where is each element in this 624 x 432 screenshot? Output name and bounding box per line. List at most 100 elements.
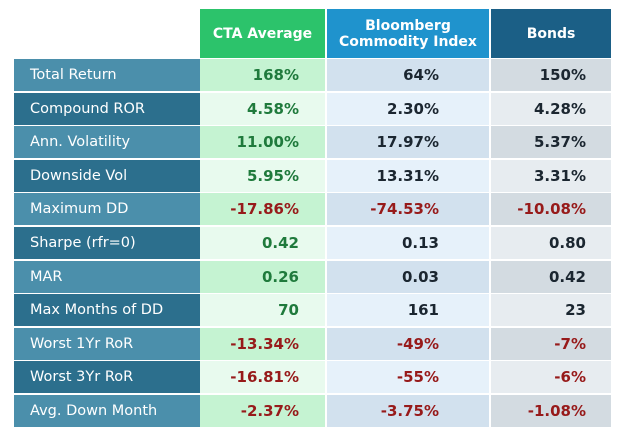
bonds-value-text: 3.31% — [533, 167, 586, 185]
bcom-value: 13.31% — [327, 160, 489, 192]
table-row: Avg. Down Month -2.37% -3.75% -1.08% — [14, 395, 611, 427]
header-bonds: Bonds — [491, 9, 611, 58]
cta-average-value-text: 11.00% — [236, 133, 299, 151]
bonds-value-text: -1.08% — [527, 402, 586, 420]
cta-average-value: 4.58% — [200, 93, 325, 125]
bcom-value: -49% — [327, 328, 489, 360]
bonds-value-text: -7% — [554, 335, 586, 353]
bcom-value: 2.30% — [327, 93, 489, 125]
bcom-value-text: -55% — [396, 368, 439, 386]
bcom-value: 17.97% — [327, 126, 489, 158]
bonds-value: 5.37% — [491, 126, 611, 158]
bonds-value-text: 5.37% — [533, 133, 586, 151]
bonds-value: 3.31% — [491, 160, 611, 192]
cta-average-value: 70 — [200, 294, 325, 326]
row-label: Compound ROR — [14, 93, 200, 125]
table-row: Max Months of DD 70 161 23 — [14, 294, 611, 326]
bonds-value: -7% — [491, 328, 611, 360]
table-row: Worst 1Yr RoR -13.34% -49% -7% — [14, 328, 611, 360]
bonds-value: 150% — [491, 59, 611, 91]
bcom-value-text: -74.53% — [370, 200, 439, 218]
table-row: Worst 3Yr RoR -16.81% -55% -6% — [14, 361, 611, 393]
cta-average-value: -17.86% — [200, 193, 325, 225]
bcom-value-text: 161 — [407, 301, 439, 319]
table-header: CTA Average Bloomberg Commodity Index Bo… — [0, 0, 624, 58]
row-label-text: Maximum DD — [30, 201, 129, 217]
row-label-text: MAR — [30, 269, 63, 285]
cta-average-value-text: -13.34% — [230, 335, 299, 353]
row-label-text: Max Months of DD — [30, 302, 164, 318]
cta-average-value-text: -16.81% — [230, 368, 299, 386]
cta-average-value-text: 4.58% — [246, 100, 299, 118]
bcom-value: 0.13 — [327, 227, 489, 259]
row-label: Sharpe (rfr=0) — [14, 227, 200, 259]
table-row: MAR 0.26 0.03 0.42 — [14, 261, 611, 293]
header-bloomberg-commodity-index: Bloomberg Commodity Index — [327, 9, 489, 58]
bcom-value-text: 17.97% — [376, 133, 439, 151]
bonds-value-text: -10.08% — [517, 200, 586, 218]
row-label: Total Return — [14, 59, 200, 91]
row-label: Ann. Volatility — [14, 126, 200, 158]
row-label-text: Ann. Volatility — [30, 134, 131, 150]
bcom-value: -55% — [327, 361, 489, 393]
bcom-value: 64% — [327, 59, 489, 91]
bonds-value: 23 — [491, 294, 611, 326]
bcom-value: -74.53% — [327, 193, 489, 225]
table-row: Maximum DD -17.86% -74.53% -10.08% — [14, 193, 611, 225]
cta-average-value-text: 0.26 — [261, 268, 299, 286]
row-label: Worst 1Yr RoR — [14, 328, 200, 360]
bcom-value-text: 2.30% — [386, 100, 439, 118]
row-label: Avg. Down Month — [14, 395, 200, 427]
cta-average-value: 5.95% — [200, 160, 325, 192]
bonds-value-text: 0.80 — [548, 234, 586, 252]
bonds-value-text: -6% — [554, 368, 586, 386]
bonds-value-text: 4.28% — [533, 100, 586, 118]
row-label-text: Avg. Down Month — [30, 403, 158, 419]
cta-average-value-text: -17.86% — [230, 200, 299, 218]
cta-average-value: 11.00% — [200, 126, 325, 158]
cta-average-value: 0.26 — [200, 261, 325, 293]
cta-average-value: 0.42 — [200, 227, 325, 259]
row-label-text: Compound ROR — [30, 101, 145, 117]
row-label: MAR — [14, 261, 200, 293]
row-label: Downside Vol — [14, 160, 200, 192]
row-label-text: Worst 1Yr RoR — [30, 336, 134, 352]
bonds-value-text: 23 — [565, 301, 586, 319]
row-label: Max Months of DD — [14, 294, 200, 326]
bonds-value: -6% — [491, 361, 611, 393]
bcom-value-text: 13.31% — [376, 167, 439, 185]
bonds-value-text: 150% — [539, 66, 586, 84]
bonds-value: -10.08% — [491, 193, 611, 225]
row-label: Maximum DD — [14, 193, 200, 225]
row-label-text: Sharpe (rfr=0) — [30, 235, 136, 251]
bcom-value-text: 0.13 — [401, 234, 439, 252]
bcom-value: 161 — [327, 294, 489, 326]
cta-average-value: -16.81% — [200, 361, 325, 393]
bonds-value: 4.28% — [491, 93, 611, 125]
bonds-value: 0.42 — [491, 261, 611, 293]
row-label-text: Downside Vol — [30, 168, 128, 184]
bonds-value-text: 0.42 — [548, 268, 586, 286]
table-row: Ann. Volatility 11.00% 17.97% 5.37% — [14, 126, 611, 158]
bonds-value: -1.08% — [491, 395, 611, 427]
table-row: Total Return 168% 64% 150% — [14, 59, 611, 91]
bcom-value: 0.03 — [327, 261, 489, 293]
cta-average-value-text: -2.37% — [240, 402, 299, 420]
row-label: Worst 3Yr RoR — [14, 361, 200, 393]
bonds-value: 0.80 — [491, 227, 611, 259]
row-label-text: Total Return — [30, 67, 117, 83]
bcom-value-text: -3.75% — [380, 402, 439, 420]
cta-average-value: 168% — [200, 59, 325, 91]
bcom-value-text: 64% — [403, 66, 439, 84]
table-row: Downside Vol 5.95% 13.31% 3.31% — [14, 160, 611, 192]
cta-average-value-text: 168% — [252, 66, 299, 84]
cta-average-value-text: 70 — [278, 301, 299, 319]
cta-average-value-text: 0.42 — [261, 234, 299, 252]
bcom-value-text: -49% — [396, 335, 439, 353]
bcom-value-text: 0.03 — [401, 268, 439, 286]
table-row: Compound ROR 4.58% 2.30% 4.28% — [14, 93, 611, 125]
cta-average-value-text: 5.95% — [246, 167, 299, 185]
header-cta-average: CTA Average — [200, 9, 325, 58]
cta-average-value: -13.34% — [200, 328, 325, 360]
table-row: Sharpe (rfr=0) 0.42 0.13 0.80 — [14, 227, 611, 259]
